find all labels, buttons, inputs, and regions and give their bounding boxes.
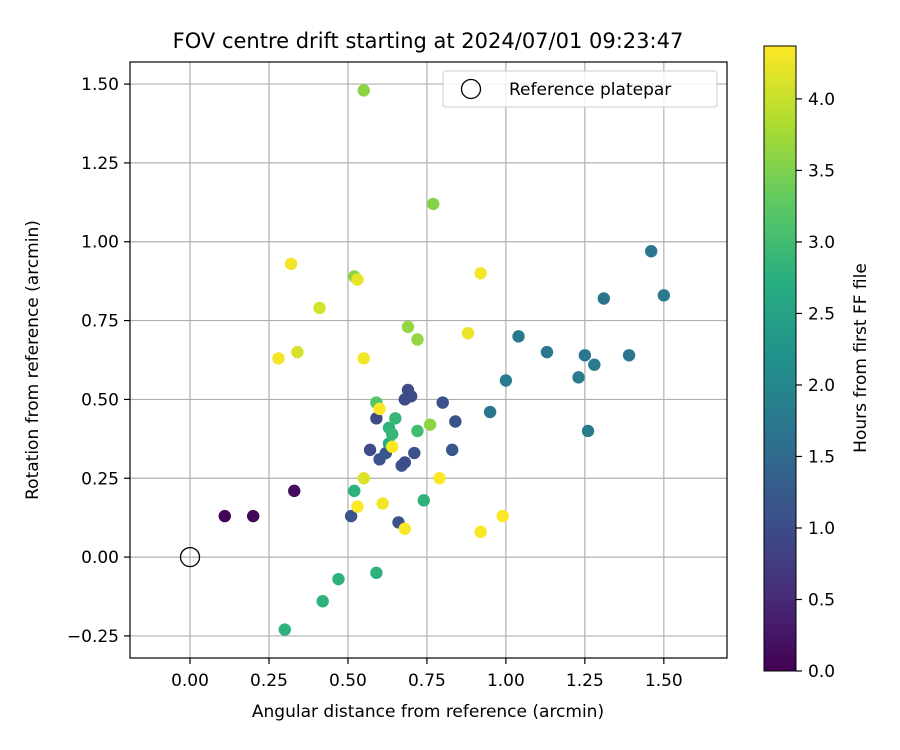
scatter-point — [348, 484, 361, 498]
scatter-point — [417, 494, 430, 507]
scatter-point — [597, 292, 611, 305]
colorbar-tick-label: 3.0 — [808, 233, 835, 253]
scatter-point — [313, 301, 326, 315]
x-tick-label: 1.50 — [645, 671, 683, 691]
scatter-point — [370, 412, 383, 425]
scatter-point — [411, 333, 424, 346]
grid-lines — [130, 62, 727, 658]
scatter-point — [278, 623, 291, 636]
x-axis-ticks: 0.00 0.25 0.50 0.75 1.00 1.25 1.50 — [171, 658, 683, 691]
colorbar-ticks: 0.0 0.5 1.0 1.5 2.0 2.5 3.0 3.5 4.0 — [796, 90, 835, 682]
x-axis-label: Angular distance from reference (arcmin) — [252, 702, 604, 722]
scatter-point — [218, 509, 231, 523]
scatter-point — [423, 418, 437, 431]
y-tick-label: 1.25 — [81, 154, 119, 174]
scatter-point — [291, 345, 304, 359]
scatter-point — [373, 402, 386, 416]
scatter-point — [376, 497, 389, 510]
colorbar: 0.0 0.5 1.0 1.5 2.0 2.5 3.0 3.5 4.0 Hours from f… — [763, 45, 871, 682]
colorbar-tick-label: 1.5 — [808, 447, 835, 467]
scatter-point — [389, 412, 402, 425]
scatter-point — [436, 396, 449, 409]
scatter-point — [385, 427, 399, 441]
colorbar-tick-label: 0.0 — [808, 662, 835, 682]
chart-title: FOV centre drift starting at 2024/07/01 … — [173, 29, 684, 53]
colorbar-label: Hours from first FF file — [851, 263, 871, 453]
scatter-point — [572, 371, 585, 384]
y-tick-label: 0.00 — [81, 548, 119, 568]
scatter-point — [657, 289, 671, 302]
scatter-point — [411, 424, 424, 438]
scatter-point — [540, 345, 554, 359]
scatter-point — [427, 197, 440, 211]
scatter-point — [398, 456, 412, 469]
colorbar-gradient — [763, 45, 797, 672]
colorbar-tick-label: 3.5 — [808, 161, 835, 181]
scatter-point — [357, 84, 370, 97]
scatter-point — [246, 509, 260, 523]
reference-platepar-marker — [179, 546, 201, 568]
x-tick-label: 0.50 — [329, 671, 367, 691]
y-axis-ticks: −0.25 0.00 0.25 0.50 0.75 1.00 1.25 1.50 — [67, 75, 130, 647]
scatter-point — [272, 352, 285, 365]
scatter-point — [404, 390, 418, 403]
scatter-point — [408, 446, 421, 460]
y-tick-label: 0.75 — [81, 312, 119, 332]
colorbar-tick-label: 1.0 — [808, 519, 835, 539]
plot-frame — [129, 61, 728, 659]
scatter-points — [218, 84, 671, 636]
scatter-point — [588, 358, 601, 371]
legend-reference-marker — [460, 78, 482, 100]
scatter-point — [496, 509, 509, 523]
scatter-point — [316, 595, 329, 608]
scatter-point — [644, 245, 658, 258]
scatter-point — [284, 257, 298, 271]
scatter-point — [474, 525, 487, 539]
reference-marker-group — [179, 546, 201, 568]
scatter-point — [363, 443, 377, 457]
x-tick-label: 0.75 — [408, 671, 446, 691]
scatter-point — [398, 522, 412, 535]
legend: Reference platepar — [442, 70, 718, 108]
x-tick-label: 0.00 — [171, 671, 209, 691]
scatter-point — [474, 267, 487, 280]
legend-box — [442, 70, 718, 108]
scatter-point — [385, 440, 399, 453]
scatter-point — [332, 572, 345, 586]
legend-entry-reference: Reference platepar — [509, 80, 671, 100]
scatter-point — [351, 273, 364, 286]
y-tick-label: 0.25 — [81, 469, 119, 489]
scatter-point — [351, 500, 364, 513]
y-tick-label: −0.25 — [67, 627, 119, 647]
scatter-point — [449, 415, 462, 428]
y-tick-label: 0.50 — [81, 390, 119, 410]
scatter-point — [357, 352, 370, 365]
y-tick-label: 1.00 — [81, 233, 119, 253]
scatter-point — [483, 405, 497, 419]
scatter-point — [357, 472, 370, 485]
scatter-point — [433, 472, 446, 485]
x-tick-label: 1.25 — [566, 671, 604, 691]
y-tick-label: 1.50 — [81, 75, 119, 95]
colorbar-tick-label: 4.0 — [808, 90, 835, 110]
scatter-point — [288, 484, 301, 498]
scatter-point — [622, 349, 636, 362]
y-axis-label: Rotation from reference (arcmin) — [23, 220, 43, 500]
scatter-point — [461, 326, 475, 340]
scatter-point — [578, 349, 592, 362]
scatter-point — [370, 566, 383, 580]
scatter-point — [499, 374, 513, 387]
x-tick-label: 1.00 — [487, 671, 525, 691]
scatter-point — [445, 443, 459, 457]
scatter-point — [401, 320, 415, 334]
colorbar-tick-label: 2.0 — [808, 376, 835, 396]
scatter-point — [581, 424, 595, 438]
scatter-point — [512, 330, 525, 343]
colorbar-tick-label: 2.5 — [808, 304, 835, 324]
x-tick-label: 0.25 — [250, 671, 288, 691]
colorbar-tick-label: 0.5 — [808, 590, 835, 610]
scatter-point — [344, 509, 358, 523]
